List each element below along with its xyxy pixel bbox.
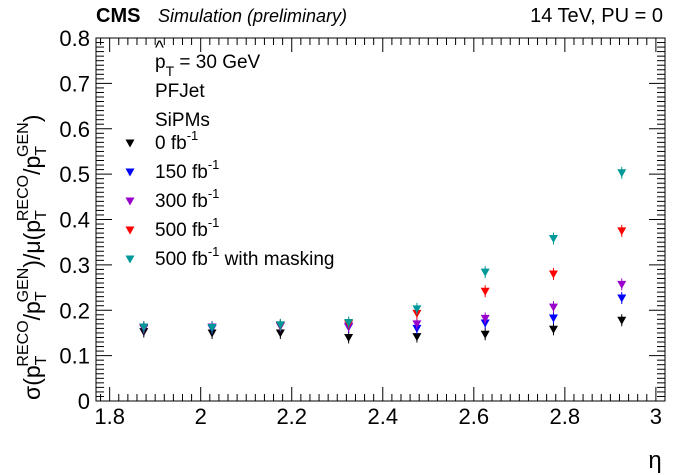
y-title-sub-t1: T — [33, 355, 50, 365]
legend-entry: 500 fb-1 with masking — [155, 244, 335, 270]
data-point — [617, 294, 627, 303]
y-title-close: ) — [19, 115, 45, 123]
y-axis-ticks — [96, 37, 665, 402]
pt-label: pT = 30 GeV — [155, 52, 261, 79]
energy-pileup-label: 14 TeV, PU = 0 — [530, 5, 663, 27]
legend-marker — [125, 226, 135, 235]
data-markers — [139, 166, 627, 344]
simulation-label: Simulation (preliminary) — [158, 6, 347, 26]
pt-symbol: p — [155, 52, 166, 73]
y-tick-label: 0.1 — [59, 344, 90, 369]
y-axis-tick-labels: 0 0.1 0.2 0.3 0.4 0.5 0.6 0.7 0.8 — [59, 26, 90, 414]
y-title-slash2: /p — [19, 156, 45, 175]
data-point — [480, 330, 490, 339]
x-tick-label: 1.8 — [94, 404, 125, 429]
jet-label: PFJet — [155, 81, 205, 102]
data-point — [344, 333, 354, 342]
data-point — [412, 305, 422, 314]
data-point — [275, 321, 285, 330]
pt-subscript: T — [166, 63, 175, 79]
y-title-sigma: σ(p — [19, 365, 45, 400]
legend-entry: 500 fb-1 — [155, 215, 219, 241]
x-tick-label: 2.4 — [367, 404, 398, 429]
y-title-sup-reco2: RECO — [15, 175, 32, 221]
data-point — [412, 333, 422, 342]
data-point — [480, 314, 490, 323]
y-tick-label: 0.7 — [59, 71, 90, 96]
y-title-sub-t2: T — [33, 291, 50, 301]
legend-marker — [125, 168, 135, 177]
x-axis-ticks — [100, 38, 657, 401]
data-point — [412, 320, 422, 329]
data-point — [548, 235, 558, 244]
legend-entry: 150 fb-1 — [155, 157, 219, 183]
x-tick-label: 2.2 — [276, 404, 307, 429]
data-point — [139, 323, 149, 332]
y-tick-label: 0.2 — [59, 298, 90, 323]
data-point — [548, 314, 558, 323]
data-point — [617, 280, 627, 289]
data-point — [548, 325, 558, 334]
legend-marker — [125, 197, 135, 206]
data-point — [617, 169, 627, 178]
data-point — [207, 323, 217, 332]
data-point — [617, 316, 627, 325]
y-title-sub-t4: T — [33, 146, 50, 156]
x-tick-label: 2 — [195, 404, 207, 429]
y-title-sup-gen1: GEN — [15, 268, 32, 303]
x-tick-label: 2.6 — [459, 404, 490, 429]
y-tick-label: 0 — [78, 389, 90, 414]
legend: 0 fb-1 150 fb-1 300 fb-1 500 fb-1 500 fb-1 w… — [125, 128, 335, 270]
x-tick-label: 2.8 — [550, 404, 581, 429]
y-tick-label: 0.5 — [59, 162, 90, 187]
data-point — [480, 268, 490, 277]
data-point — [480, 287, 490, 296]
x-tick-label: 3 — [650, 404, 662, 429]
x-axis-tick-labels: 1.8 2 2.2 2.4 2.6 2.8 3 — [94, 404, 662, 429]
pt-value: = 30 GeV — [174, 52, 260, 73]
y-axis-title: σ(pTRECO/pTGEN)/μ(pTRECO/pTGEN) — [15, 115, 50, 400]
y-tick-label: 0.4 — [59, 208, 90, 233]
y-title-sup-reco1: RECO — [15, 320, 32, 366]
legend-entry: 300 fb-1 — [155, 186, 219, 212]
legend-marker — [125, 255, 135, 264]
data-point — [275, 329, 285, 338]
sensor-label: SiPMs — [155, 110, 210, 131]
x-axis-title: η — [648, 447, 661, 474]
y-title-mid: )/μ(p — [19, 220, 45, 268]
legend-entry: 0 fb-1 — [155, 128, 198, 154]
y-title-slash1: /p — [19, 301, 45, 320]
y-tick-label: 0.3 — [59, 253, 90, 278]
y-title-sup-gen2: GEN — [15, 122, 32, 157]
cms-label: CMS — [96, 5, 140, 27]
pt-hat: ^ — [155, 38, 164, 59]
data-point — [548, 303, 558, 312]
y-title-sub-t3: T — [33, 210, 50, 220]
data-point — [548, 270, 558, 279]
data-point — [344, 319, 354, 328]
legend-marker — [125, 139, 135, 148]
svg-text:σ(pTRECO/pTGEN)/μ(pTRECO/pTGEN: σ(pTRECO/pTGEN)/μ(pTRECO/pTGEN) — [15, 115, 50, 400]
data-point — [617, 227, 627, 236]
y-tick-label: 0.8 — [59, 26, 90, 51]
y-tick-label: 0.6 — [59, 117, 90, 142]
